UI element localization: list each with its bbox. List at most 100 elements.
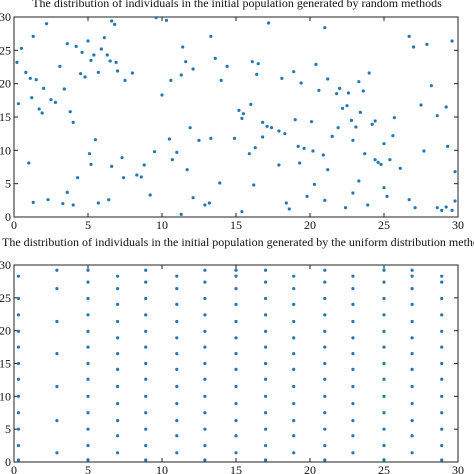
data-point [144,458,148,462]
data-point [247,152,251,156]
data-point [28,76,32,80]
data-point [382,186,386,190]
data-point [382,329,386,333]
data-point [351,384,355,389]
data-point [65,42,69,46]
data-point [370,122,374,126]
data-point [410,319,414,324]
data-point [351,352,355,356]
data-point [203,345,207,349]
data-point [323,377,327,381]
data-point [116,69,120,73]
x-tick-label: 25 [378,463,390,474]
data-point [382,443,386,448]
data-point [392,116,396,120]
data-point [385,194,389,198]
data-point [277,163,281,167]
data-point [89,162,93,166]
data-point [330,134,334,138]
data-point [336,126,340,130]
data-point [121,176,126,180]
data-point [240,210,244,214]
data-point [114,60,118,64]
data-point [240,116,244,120]
data-point [366,203,370,207]
data-point [234,274,238,278]
data-point [116,336,120,340]
data-point [55,451,59,455]
data-point [110,164,114,168]
data-point [382,361,386,366]
data-point [373,119,377,123]
data-point [292,319,296,324]
data-point [419,103,423,107]
data-point [351,434,355,438]
data-point [234,336,238,340]
data-point [323,26,327,30]
data-point [292,70,296,74]
data-point [179,212,183,216]
data-point [55,268,59,272]
data-point [311,149,315,153]
data-point [382,377,386,381]
data-point [203,280,207,284]
data-point [253,146,257,150]
data-point [358,110,362,114]
data-point [46,198,50,202]
data-point [144,427,148,431]
data-point [292,302,296,306]
data-point [37,107,41,111]
data-point [234,268,238,272]
data-point [113,22,117,26]
data-point [234,419,238,423]
data-point [86,411,90,415]
data-point [116,419,120,423]
x-tick-label: 0 [11,463,17,474]
data-point [287,207,291,211]
data-point [299,81,303,85]
data-point [410,367,414,372]
data-point [86,345,90,349]
data-point [31,200,35,204]
data-point [367,71,371,75]
data-point [292,434,296,438]
data-point [382,268,386,272]
y-tick-label: 20 [0,77,11,91]
data-point [277,129,281,133]
data-point [321,153,325,157]
data-point [16,329,21,333]
data-point [323,313,327,317]
data-point [144,377,148,381]
data-point [144,329,148,333]
x-tick-label: 10 [156,463,168,474]
data-point [16,443,21,448]
x-tick-label: 20 [304,463,316,474]
data-point [175,287,179,291]
x-tick-label: 20 [304,218,316,232]
data-point [264,329,268,333]
data-point [185,168,189,172]
data-point [261,120,265,124]
data-point [142,163,146,167]
data-point [116,451,120,455]
data-point [382,296,386,301]
data-point [391,134,395,138]
data-point [376,160,380,164]
data-point [351,319,355,324]
data-point [296,144,300,148]
data-point [42,86,46,90]
x-tick-label: 15 [230,218,242,232]
data-point [440,427,444,431]
data-point [425,42,429,46]
data-point [382,313,386,317]
data-point [86,458,90,462]
data-point [16,345,21,349]
data-point [144,394,148,398]
data-point [203,394,207,398]
data-point [116,384,120,389]
data-point [175,302,179,306]
data-point [351,274,355,278]
data-point [164,18,169,22]
data-point [203,329,207,333]
